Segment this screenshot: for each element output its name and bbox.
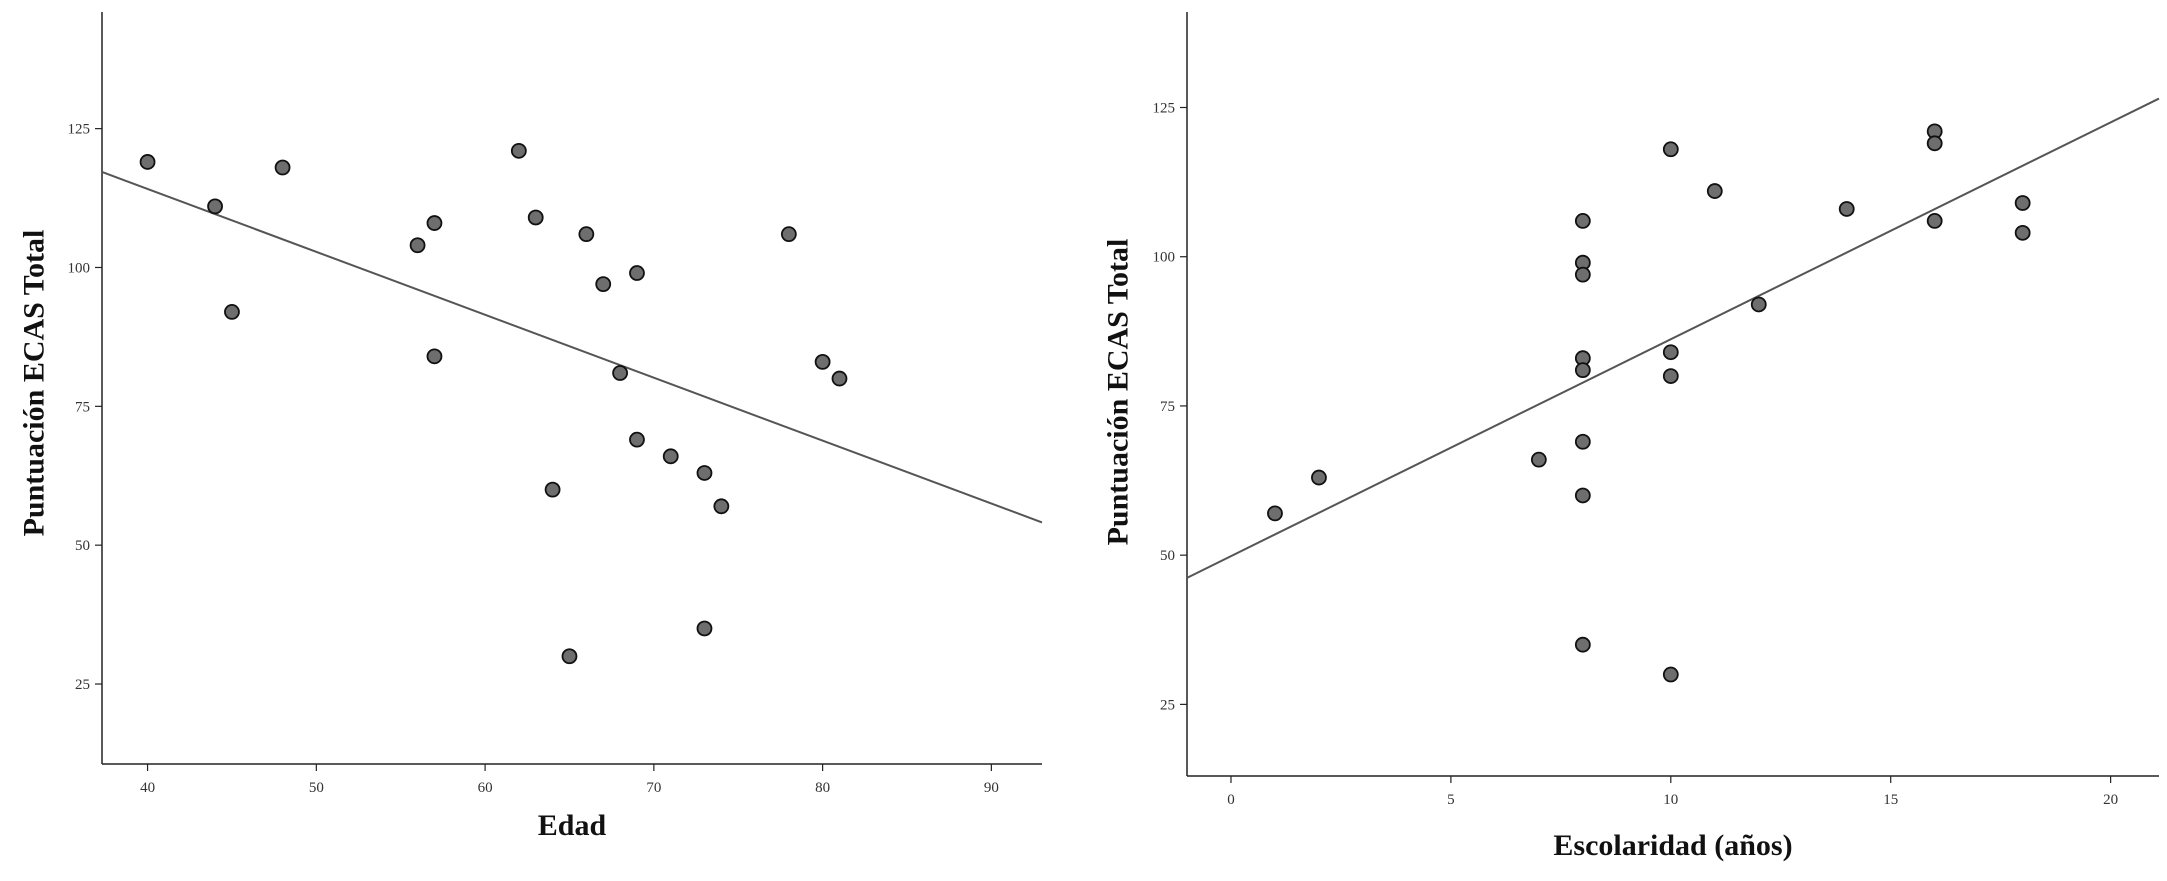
data-point xyxy=(527,209,544,226)
data-point xyxy=(510,142,527,159)
data-point xyxy=(1574,487,1591,504)
x-tick-label: 10 xyxy=(1663,792,1678,808)
data-point xyxy=(1574,266,1591,283)
x-tick-label: 40 xyxy=(140,780,155,796)
data-point xyxy=(612,365,628,381)
data-point xyxy=(426,215,443,231)
y-tick-label: 50 xyxy=(1160,548,1175,564)
data-point xyxy=(544,481,561,498)
x-tick-label: 60 xyxy=(478,780,493,796)
data-point xyxy=(814,353,831,370)
data-point xyxy=(409,237,426,254)
data-point xyxy=(1574,362,1591,379)
data-point xyxy=(1750,296,1767,313)
x-tick-label: 5 xyxy=(1447,792,1455,808)
y-tick-label: 125 xyxy=(1153,101,1176,117)
x-tick-label: 90 xyxy=(984,780,999,796)
data-point xyxy=(1574,433,1591,450)
data-point xyxy=(2014,195,2031,211)
x-tick-label: 15 xyxy=(1883,792,1898,808)
x-tick-label: 20 xyxy=(2103,792,2118,808)
data-point xyxy=(629,265,645,281)
regression-line xyxy=(101,171,1043,524)
data-point xyxy=(1662,344,1679,361)
data-point xyxy=(780,226,797,243)
data-point xyxy=(578,226,595,243)
data-point xyxy=(207,198,223,215)
data-point xyxy=(1662,666,1679,683)
y-tick-label: 25 xyxy=(75,677,90,693)
data-point xyxy=(595,276,612,293)
x-axis-title: Edad xyxy=(538,809,607,842)
y-tick-label: 50 xyxy=(75,538,90,554)
data-point xyxy=(1311,469,1327,486)
chart-panel-edad: 25 50 75 100 125 40 50 60 70 80 90 Edad Puntuación E… xyxy=(18,12,1043,842)
y-axis-title: Puntuación ECAS Total xyxy=(1102,239,1135,546)
data-point xyxy=(1838,201,1855,217)
x-tick-label: 80 xyxy=(815,780,830,796)
chart-panel-escolaridad: 25 50 75 100 125 0 5 10 15 20 Escolaridad (años) Pu… xyxy=(1102,12,2160,862)
y-tick-label: 100 xyxy=(1153,250,1176,266)
data-point xyxy=(224,304,240,320)
data-point xyxy=(696,465,713,481)
data-point xyxy=(1926,135,1943,152)
y-tick-label: 125 xyxy=(68,122,91,138)
data-point xyxy=(662,448,679,465)
y-tick-label: 100 xyxy=(68,260,91,276)
data-point xyxy=(1574,213,1591,229)
y-tick-label: 75 xyxy=(1160,399,1175,415)
data-point xyxy=(1662,141,1679,158)
data-point xyxy=(1706,183,1723,199)
data-point xyxy=(1574,636,1591,653)
data-point xyxy=(831,370,848,387)
data-point xyxy=(139,154,156,170)
data-point xyxy=(1267,505,1283,522)
x-tick-label: 0 xyxy=(1227,792,1235,808)
data-point xyxy=(629,431,645,448)
y-tick-label: 25 xyxy=(1160,697,1175,713)
data-point xyxy=(1926,213,1943,229)
data-point xyxy=(713,498,730,515)
data-point xyxy=(426,348,443,365)
data-point xyxy=(2014,224,2031,241)
data-point xyxy=(561,648,578,665)
y-tick-label: 75 xyxy=(75,399,90,415)
y-axis-title: Puntuación ECAS Total xyxy=(18,230,51,537)
data-point xyxy=(1530,451,1547,468)
x-tick-label: 70 xyxy=(646,780,661,796)
regression-line xyxy=(1186,97,2160,579)
data-point xyxy=(1662,368,1679,384)
x-tick-label: 50 xyxy=(309,780,324,796)
data-point xyxy=(274,159,291,176)
data-point xyxy=(696,620,713,637)
x-axis-title: Escolaridad (años) xyxy=(1553,829,1792,862)
